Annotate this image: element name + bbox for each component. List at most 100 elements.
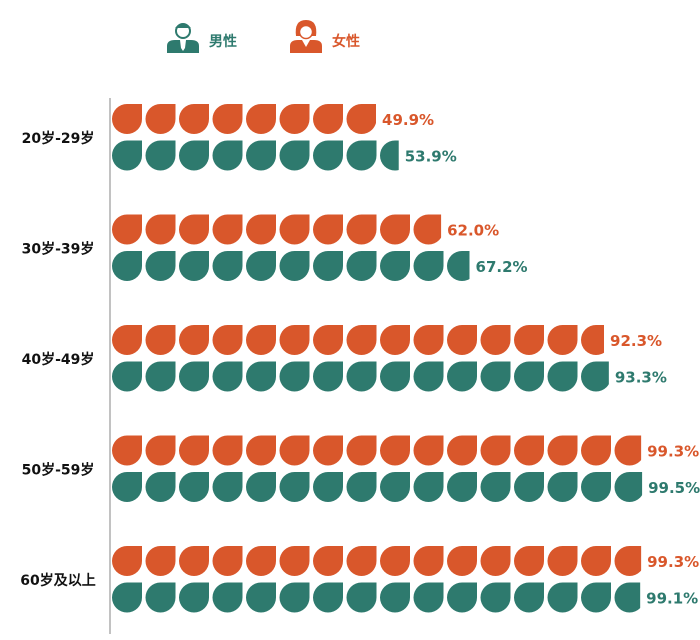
icon-mark-female bbox=[112, 546, 142, 576]
icon-mark-male bbox=[313, 361, 343, 392]
icon-mark-female bbox=[514, 435, 544, 466]
icon-mark-male bbox=[212, 140, 243, 171]
icon-mark-male bbox=[413, 251, 444, 281]
icon-mark-female bbox=[413, 435, 444, 466]
category-group: 20岁-29岁 49.9% 53.9% bbox=[22, 104, 457, 171]
icon-mark-male bbox=[547, 582, 578, 613]
category-group: 30岁-39岁 62.0% 67.2% bbox=[22, 214, 528, 281]
icon-mark-female bbox=[145, 546, 176, 576]
icon-mark-female bbox=[246, 435, 276, 466]
icon-mark-male bbox=[413, 472, 444, 502]
category-label: 30岁-39岁 bbox=[22, 241, 95, 258]
icon-mark-female bbox=[279, 435, 310, 466]
icon-mark-female bbox=[112, 435, 142, 466]
category-label: 20岁-29岁 bbox=[22, 130, 95, 147]
value-label-male: 99.1% bbox=[646, 590, 698, 608]
icon-mark-male bbox=[212, 472, 243, 502]
icon-mark-male bbox=[514, 472, 544, 502]
icon-mark-female bbox=[145, 214, 176, 245]
icon-mark-female bbox=[380, 325, 410, 355]
icon-mark-female bbox=[112, 214, 142, 245]
category-group: 60岁及以上 99.3% 99.1% bbox=[20, 546, 699, 613]
icon-mark-male bbox=[145, 140, 176, 171]
icon-mark-female bbox=[413, 325, 444, 355]
bar-female: 49.9% bbox=[112, 104, 434, 134]
icon-mark-male bbox=[447, 361, 477, 392]
icon-mark-female bbox=[212, 546, 243, 576]
icon-mark-male bbox=[313, 251, 343, 281]
icon-mark-female bbox=[514, 546, 544, 576]
icon-mark-male bbox=[212, 251, 243, 281]
icon-mark-male bbox=[480, 361, 511, 392]
icon-mark-partial-male bbox=[581, 361, 609, 392]
icon-mark-female bbox=[112, 325, 142, 355]
icon-mark-female bbox=[246, 546, 276, 576]
category-group: 40岁-49岁 92.3% 93.3% bbox=[22, 325, 667, 392]
icon-mark-male bbox=[447, 472, 477, 502]
icon-mark-female bbox=[246, 104, 276, 134]
icon-mark-female bbox=[145, 435, 176, 466]
icon-mark-female bbox=[346, 214, 377, 245]
category-label: 60岁及以上 bbox=[20, 572, 95, 589]
icon-mark-female bbox=[514, 325, 544, 355]
icon-mark-female bbox=[279, 214, 310, 245]
bar-female: 99.3% bbox=[112, 435, 699, 466]
bar-male: 93.3% bbox=[112, 361, 667, 392]
icon-mark-male bbox=[246, 472, 276, 502]
icon-mark-male bbox=[380, 361, 410, 392]
icon-mark-male bbox=[246, 582, 276, 613]
icon-mark-male bbox=[112, 582, 142, 613]
value-label-male: 99.5% bbox=[648, 479, 700, 497]
icon-mark-female bbox=[179, 104, 209, 134]
value-label-female: 92.3% bbox=[610, 332, 662, 350]
icon-mark-partial-male bbox=[614, 472, 643, 502]
icon-mark-female bbox=[279, 104, 310, 134]
icon-mark-partial-male bbox=[614, 582, 641, 613]
value-label-female: 99.3% bbox=[647, 443, 699, 461]
icon-mark-female bbox=[346, 325, 377, 355]
icon-mark-male bbox=[212, 582, 243, 613]
icon-mark-male bbox=[313, 140, 343, 171]
icon-mark-male bbox=[547, 472, 578, 502]
icon-mark-female bbox=[346, 546, 377, 576]
bar-male: 53.9% bbox=[112, 140, 457, 171]
icon-mark-female bbox=[212, 214, 243, 245]
bar-female: 99.3% bbox=[112, 546, 699, 576]
legend-label-female: 女性 bbox=[332, 33, 360, 50]
icon-mark-partial-female bbox=[413, 214, 442, 245]
icon-mark-female bbox=[212, 435, 243, 466]
icon-mark-male bbox=[179, 140, 209, 171]
icon-mark-male bbox=[480, 472, 511, 502]
icon-mark-female bbox=[581, 546, 611, 576]
icon-mark-male bbox=[547, 361, 578, 392]
bar-male: 99.5% bbox=[112, 472, 700, 502]
icon-mark-female bbox=[380, 546, 410, 576]
icon-mark-female bbox=[145, 104, 176, 134]
icon-mark-male bbox=[246, 251, 276, 281]
icon-mark-male bbox=[346, 361, 377, 392]
value-label-female: 49.9% bbox=[382, 111, 434, 129]
icon-mark-partial-male bbox=[447, 251, 470, 281]
icon-mark-partial-female bbox=[346, 104, 377, 134]
icon-mark-female bbox=[212, 104, 243, 134]
icon-mark-partial-female bbox=[614, 546, 642, 576]
man-icon bbox=[167, 23, 199, 53]
icon-mark-female bbox=[145, 325, 176, 355]
icon-mark-female bbox=[413, 546, 444, 576]
category-label: 50岁-59岁 bbox=[22, 462, 95, 479]
icon-mark-male bbox=[112, 361, 142, 392]
value-label-male: 53.9% bbox=[405, 148, 457, 166]
legend-label-male: 男性 bbox=[209, 33, 237, 50]
icon-mark-male bbox=[380, 251, 410, 281]
icon-mark-male bbox=[145, 251, 176, 281]
icon-mark-female bbox=[313, 325, 343, 355]
icon-mark-male bbox=[112, 251, 142, 281]
icon-mark-female bbox=[480, 546, 511, 576]
icon-mark-female bbox=[547, 546, 578, 576]
icon-mark-male bbox=[246, 361, 276, 392]
icon-mark-male bbox=[279, 251, 310, 281]
bar-female: 92.3% bbox=[112, 325, 662, 355]
icon-mark-female bbox=[547, 325, 578, 355]
icon-mark-male bbox=[112, 472, 142, 502]
